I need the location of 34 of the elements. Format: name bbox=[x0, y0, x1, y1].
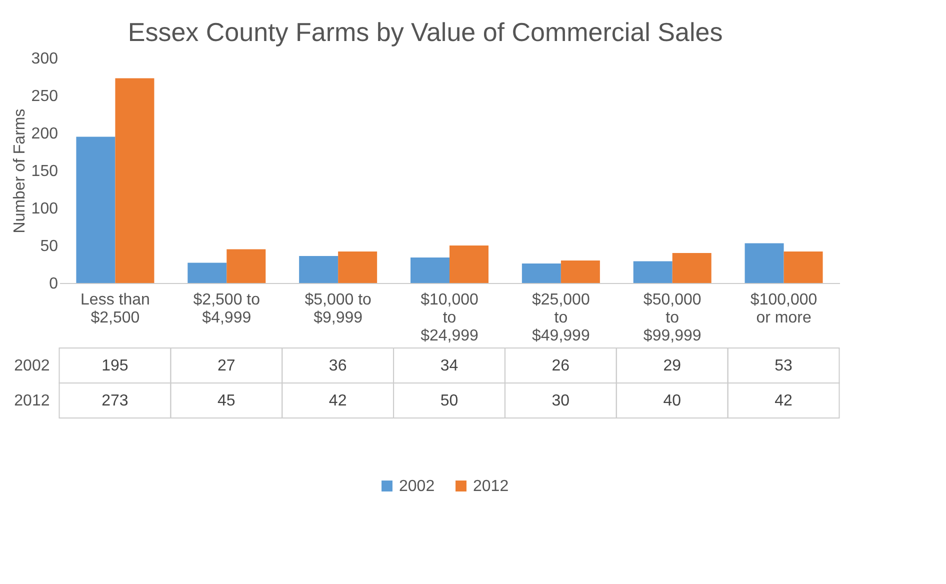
data-label: 42 bbox=[774, 392, 793, 410]
data-label: 53 bbox=[774, 358, 793, 374]
y-tick-label: 300 bbox=[31, 50, 58, 68]
y-tick-label: 0 bbox=[49, 276, 58, 292]
y-axis-title: Number of Farms bbox=[11, 108, 28, 234]
y-tick-label: 100 bbox=[31, 200, 58, 218]
x-tick-label: $10,000 to $24,999 bbox=[420, 292, 479, 344]
x-tick-label: $100,000 or more bbox=[750, 292, 818, 326]
x-tick-label: $2,500 to $4,999 bbox=[193, 292, 260, 326]
y-tick-label: 200 bbox=[31, 126, 58, 142]
data-label: 42 bbox=[328, 392, 347, 410]
data-label: 273 bbox=[102, 392, 128, 410]
data-label: 30 bbox=[552, 392, 570, 410]
y-tick-label: 50 bbox=[40, 238, 58, 255]
chart-title: Essex County Farms by Value of Commercial Sales bbox=[128, 17, 723, 47]
x-tick-label: $25,000 to $49,999 bbox=[532, 292, 590, 344]
x-tick-label: $5,000 to $9,999 bbox=[304, 292, 372, 326]
data-label: 40 bbox=[663, 392, 682, 410]
y-tick-label: 150 bbox=[31, 163, 58, 180]
x-tick-label: $50,000 to $99,999 bbox=[643, 292, 702, 344]
y-tick-label: 250 bbox=[31, 88, 58, 105]
text: 2012 bbox=[14, 392, 50, 410]
data-label: 34 bbox=[440, 358, 458, 374]
data-label: 45 bbox=[217, 392, 236, 410]
data-label: 26 bbox=[552, 358, 570, 374]
data-label: 195 bbox=[102, 358, 128, 374]
legend-label: 2012 bbox=[473, 478, 509, 495]
data-label: 36 bbox=[328, 358, 347, 374]
x-tick-label: Less than $2,500 bbox=[80, 292, 150, 326]
legend-label: 2002 bbox=[399, 478, 435, 495]
text: 2002 bbox=[14, 358, 50, 374]
data-label: 50 bbox=[440, 392, 458, 410]
data-label: 27 bbox=[217, 358, 236, 374]
data-label: 29 bbox=[663, 358, 682, 374]
